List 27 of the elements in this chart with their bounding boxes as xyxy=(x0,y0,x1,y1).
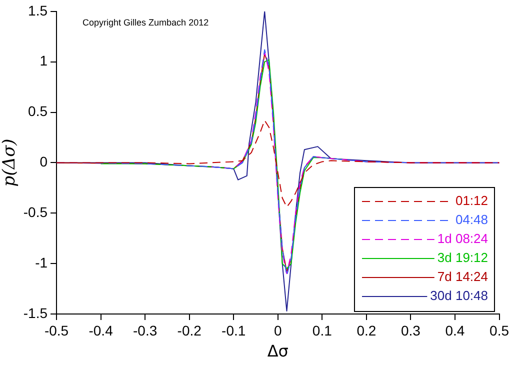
x-tick-label: 0.4 xyxy=(445,322,465,338)
x-tick-label: 0.3 xyxy=(400,322,421,338)
x-tick-label: 0.1 xyxy=(312,322,332,338)
x-tick-label: -0.2 xyxy=(177,322,202,338)
text: 04:48 xyxy=(455,212,488,228)
line-series xyxy=(56,120,500,208)
y-tick-label: -0.5 xyxy=(23,204,48,220)
y-tick-label: 1 xyxy=(40,52,48,69)
text: 7d 14:24 xyxy=(437,269,488,284)
x-tick-label: 0.5 xyxy=(490,322,510,338)
x-tick-label: 0.2 xyxy=(356,322,376,338)
x-axis-title: Δσ xyxy=(267,342,288,361)
y-tick-label: 0.5 xyxy=(28,103,48,120)
text: 1d 08:24 xyxy=(437,231,488,246)
x-tick-label: -0.3 xyxy=(133,322,158,338)
y-tick-label: -1.5 xyxy=(23,304,48,321)
y-axis-title: p(Δσ) xyxy=(0,138,20,187)
x-tick-label: -0.1 xyxy=(222,322,246,338)
text: 01:12 xyxy=(455,193,488,208)
annotation: Copyright Gilles Zumbach 2012 xyxy=(82,17,209,28)
x-tick-label: 0 xyxy=(274,322,282,338)
y-tick-label: 0 xyxy=(40,154,48,170)
x-tick-label: -0.4 xyxy=(88,322,114,338)
text: 30d 10:48 xyxy=(430,288,488,304)
text: 3d 19:12 xyxy=(437,250,488,266)
y-tick-label: -1 xyxy=(35,254,48,270)
y-tick-label: 1.5 xyxy=(28,2,48,18)
